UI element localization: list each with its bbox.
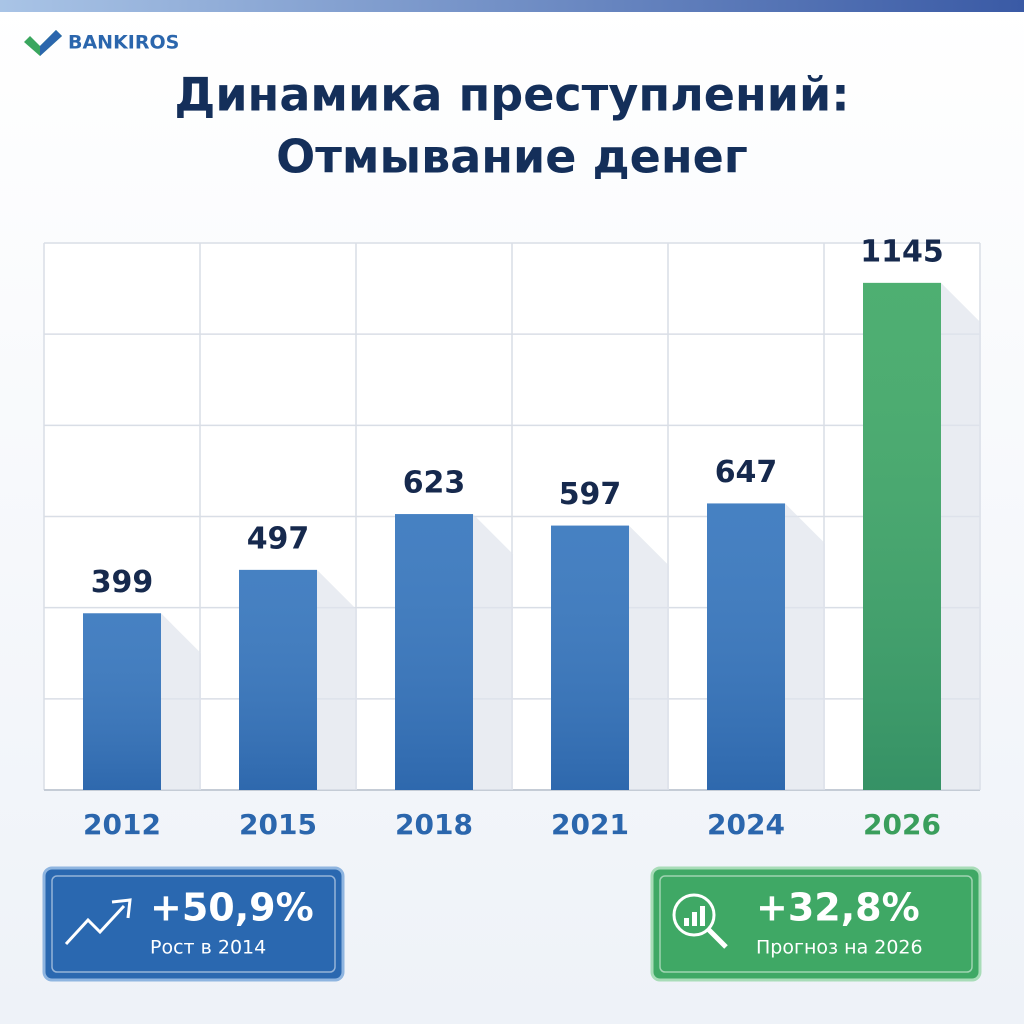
value-label: 647 <box>715 455 778 490</box>
bar-shadow <box>473 514 513 790</box>
card-label: Прогноз на 2026 <box>756 937 923 959</box>
x-tick-label: 2015 <box>239 808 317 841</box>
bar-shadow <box>785 503 825 790</box>
bar-shadow <box>317 569 357 790</box>
x-tick-label: 2026 <box>863 808 941 841</box>
x-tick-label: 2021 <box>551 808 629 841</box>
card-label: Рост в 2014 <box>150 937 266 959</box>
chart-title: Динамика преступлений: <box>174 68 849 122</box>
bars: 2012 399 2015 497 2018 623 2021 597 2024 647 2026 1… <box>83 234 981 841</box>
value-label: 1145 <box>860 234 944 269</box>
value-label: 597 <box>559 477 622 512</box>
bar-shadow <box>629 525 669 790</box>
bar-shadow <box>161 613 201 790</box>
value-label: 399 <box>91 565 154 600</box>
bar-shade <box>395 514 473 790</box>
bar-shade <box>83 613 161 790</box>
growth-card: +50,9% Рост в 2014 <box>42 866 345 982</box>
x-tick-label: 2024 <box>707 808 785 841</box>
card-value: +50,9% <box>150 886 314 930</box>
brand: BANKIROS <box>68 32 179 54</box>
bar-shade <box>863 282 941 790</box>
card-value: +32,8% <box>756 886 920 930</box>
x-tick-label: 2012 <box>83 808 161 841</box>
top-stripe <box>0 0 1024 12</box>
value-label: 623 <box>403 466 466 501</box>
bar-shade <box>239 569 317 790</box>
x-tick-label: 2018 <box>395 808 473 841</box>
bar-shade <box>707 503 785 790</box>
forecast-card: +32,8% Прогноз на 2026 <box>650 866 982 982</box>
bar-shadow <box>941 282 981 790</box>
bar-shade <box>551 525 629 790</box>
logo <box>24 30 62 56</box>
chart-title: Отмывание денег <box>276 130 748 184</box>
value-label: 497 <box>247 521 310 556</box>
